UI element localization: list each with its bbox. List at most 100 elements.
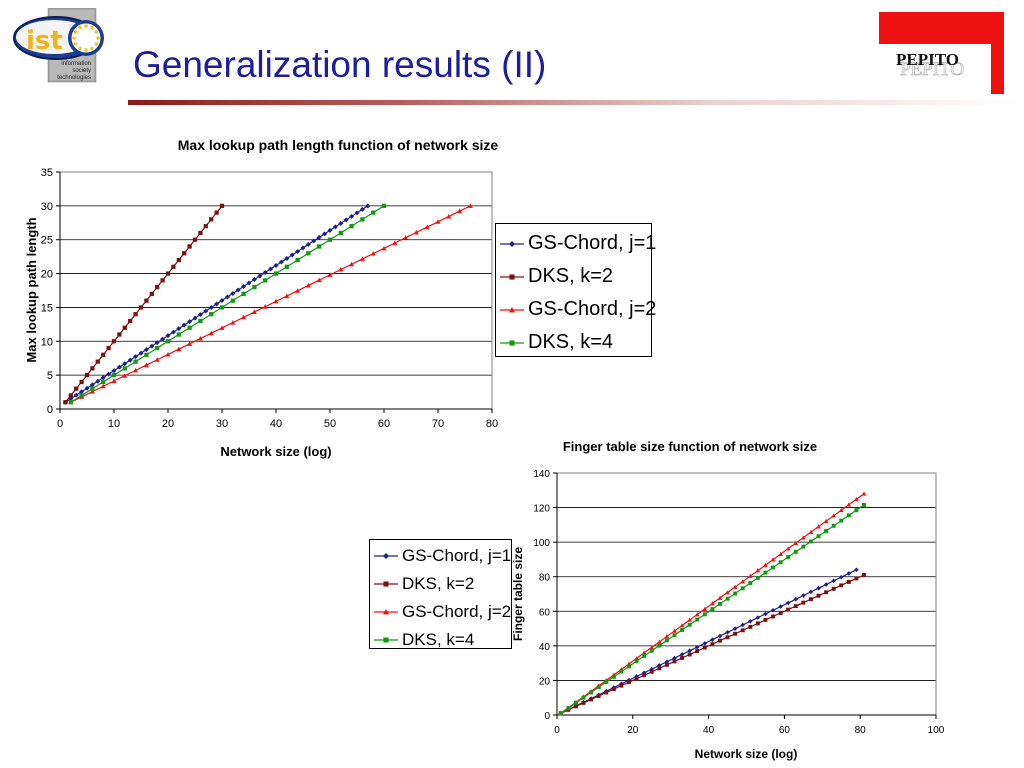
data-point: [748, 624, 753, 629]
data-point: [695, 617, 700, 622]
x-tick-label: 60: [378, 418, 390, 430]
x-tick-label: 20: [162, 418, 174, 430]
legend-label: GS-Chord, j=1: [402, 546, 512, 565]
y-tick-label: 100: [533, 538, 550, 549]
data-point: [573, 700, 578, 705]
data-point: [144, 352, 149, 357]
data-point: [138, 350, 144, 356]
data-point: [122, 361, 128, 367]
data-point: [68, 400, 73, 405]
data-point: [160, 336, 166, 342]
legend-item: GS-Chord, j=1: [370, 542, 511, 570]
data-point: [203, 308, 209, 314]
series-2: [63, 203, 225, 405]
data-point: [823, 582, 829, 587]
data-point: [214, 301, 220, 307]
data-point: [785, 600, 791, 606]
data-point: [846, 502, 852, 507]
data-point: [702, 612, 707, 617]
data-point: [143, 362, 149, 368]
data-point: [824, 529, 829, 533]
legend-swatch: [500, 304, 524, 316]
data-point: [273, 298, 279, 304]
data-point: [642, 673, 647, 678]
data-point: [672, 628, 677, 633]
data-point: [862, 503, 866, 507]
y-tick-label: 5: [47, 370, 53, 382]
y-tick-label: 120: [533, 504, 550, 515]
data-point: [725, 596, 730, 601]
x-tick-label: 50: [324, 418, 336, 430]
data-point: [327, 272, 333, 277]
data-point: [808, 539, 813, 544]
legend-item: GS-Chord, j=2: [496, 293, 656, 326]
data-point: [284, 264, 289, 269]
series-3: [68, 203, 473, 405]
data-point: [862, 573, 866, 577]
data-point: [634, 656, 639, 661]
data-point: [149, 343, 155, 349]
data-point: [771, 565, 775, 570]
data-point: [332, 224, 338, 230]
data-point: [257, 273, 263, 279]
y-tick-label: 140: [533, 469, 550, 480]
data-point: [208, 305, 214, 311]
data-point: [311, 238, 317, 244]
data-point: [343, 217, 349, 223]
data-point: [133, 367, 139, 373]
data-point: [230, 320, 236, 325]
data-point: [241, 314, 247, 320]
data-point: [176, 346, 182, 352]
data-point: [316, 277, 322, 283]
series-3: [558, 491, 867, 716]
data-point: [854, 508, 859, 513]
y-tick-label: 20: [539, 676, 551, 687]
data-point: [710, 637, 715, 642]
data-point: [100, 375, 106, 381]
data-point: [338, 230, 343, 236]
data-point: [604, 690, 609, 695]
chart-legend: GS-Chord, j=1 DKS, k=2 GS-Chord, j=2 DKS, k…: [495, 223, 656, 357]
x-tick-label: 40: [270, 418, 282, 430]
data-point: [117, 332, 122, 337]
data-point: [649, 645, 655, 650]
slide-title: Generalization results (II): [133, 44, 547, 85]
data-point: [778, 560, 783, 565]
data-point: [165, 339, 171, 344]
data-point: [101, 352, 106, 357]
data-point: [122, 373, 128, 378]
data-point: [84, 385, 90, 391]
data-point: [816, 585, 821, 591]
y-tick-label: 30: [41, 201, 53, 213]
data-point: [725, 635, 730, 640]
data-point: [861, 491, 867, 496]
data-point: [289, 252, 295, 258]
legend-swatch: [374, 550, 398, 562]
data-point: [392, 240, 398, 246]
data-point: [155, 345, 160, 351]
x-tick-label: 60: [779, 725, 791, 736]
data-point: [467, 203, 473, 208]
data-point: [589, 690, 594, 695]
data-point: [664, 634, 670, 639]
data-point: [808, 589, 814, 595]
data-point: [573, 704, 578, 709]
x-tick-label: 80: [486, 418, 498, 430]
data-point: [801, 593, 806, 598]
data-point: [111, 368, 117, 374]
data-point: [154, 340, 160, 346]
data-point: [354, 210, 360, 216]
data-point: [581, 695, 586, 700]
data-point: [316, 234, 322, 240]
data-point: [596, 685, 601, 690]
data-point: [740, 628, 745, 633]
data-point: [165, 333, 171, 339]
data-point: [176, 332, 181, 337]
x-axis-label: Network size (log): [695, 747, 798, 761]
data-point: [695, 649, 700, 653]
data-point: [181, 322, 187, 328]
data-point: [192, 237, 198, 242]
legend-label: DKS, k=2: [528, 265, 614, 287]
data-point: [187, 341, 193, 346]
data-point: [679, 652, 685, 657]
